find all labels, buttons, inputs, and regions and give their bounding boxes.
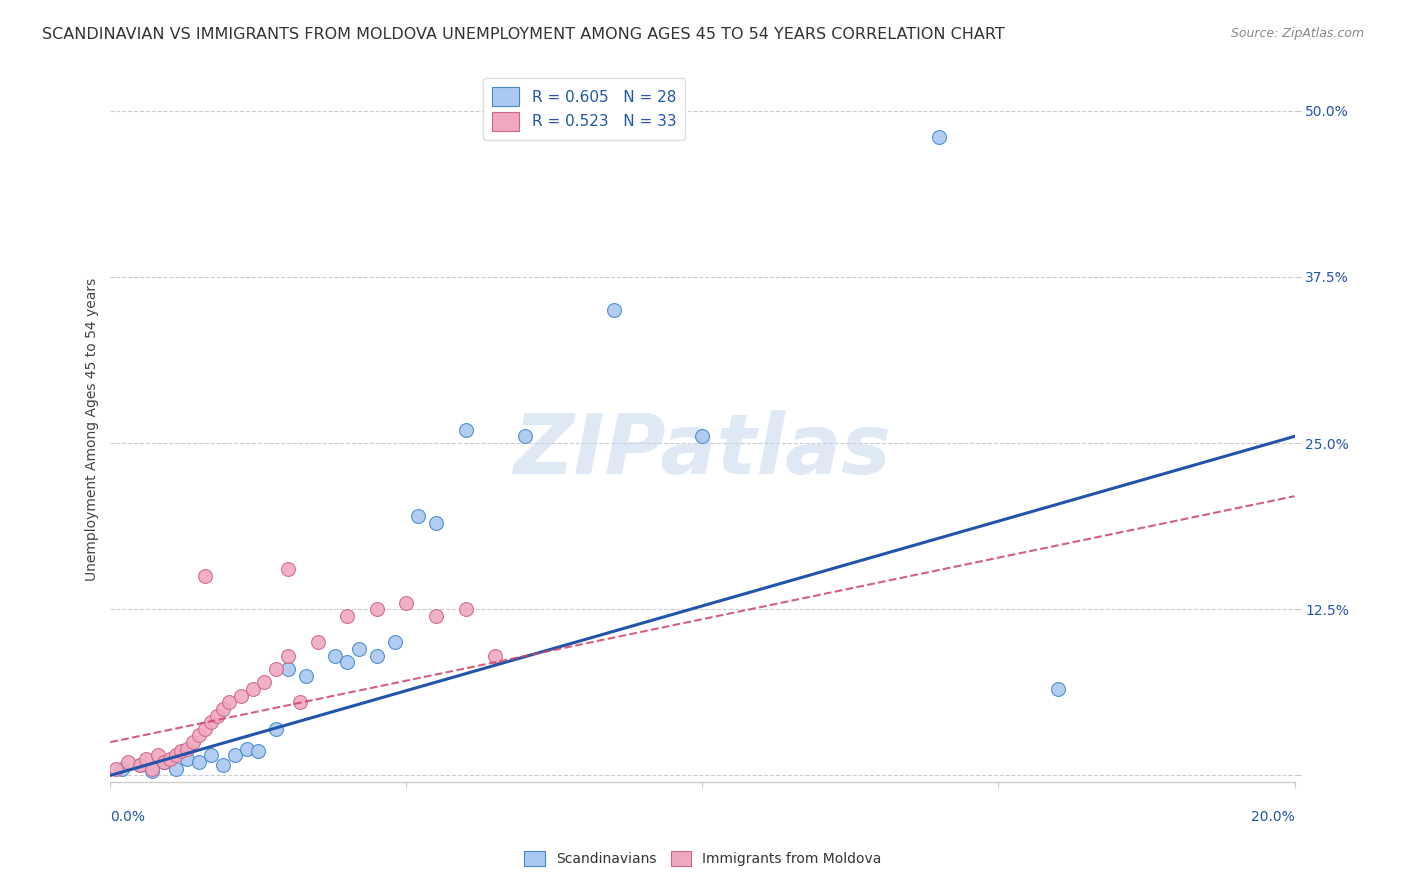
Point [1046,681,1069,696]
Point [200,715,222,730]
Point [347,642,370,657]
Text: 0.0%: 0.0% [111,810,145,824]
Point [188,755,211,769]
Point [205,708,228,723]
Point [602,303,624,318]
Point [247,744,270,758]
Point [484,648,506,663]
Point [176,741,198,756]
Point [294,668,316,682]
Text: ZIPatlas: ZIPatlas [513,410,891,491]
Point [218,695,240,709]
Point [212,757,235,772]
Point [307,635,329,649]
Point [325,648,347,663]
Point [129,757,152,772]
Point [146,748,169,763]
Text: SCANDINAVIAN VS IMMIGRANTS FROM MOLDOVA UNEMPLOYMENT AMONG AGES 45 TO 54 YEARS C: SCANDINAVIAN VS IMMIGRANTS FROM MOLDOVA … [42,27,1005,42]
Point [165,748,187,763]
Point [288,695,311,709]
Point [253,675,276,690]
Point [406,509,429,524]
Point [194,569,217,583]
Point [384,635,406,649]
Point [692,429,714,443]
Point [454,602,477,616]
Point [366,602,388,616]
Text: 20.0%: 20.0% [1251,810,1295,824]
Point [135,752,157,766]
Point [277,562,299,576]
Point [425,608,447,623]
Point [277,648,299,663]
Point [188,729,211,743]
Point [111,762,134,776]
Point [928,130,950,145]
Point [152,755,174,769]
Point [129,757,152,772]
Point [170,744,193,758]
Point [366,648,388,663]
Point [181,735,204,749]
Point [242,681,264,696]
Point [235,741,257,756]
Point [159,752,181,766]
Y-axis label: Unemployment Among Ages 45 to 54 years: Unemployment Among Ages 45 to 54 years [86,278,100,582]
Point [277,662,299,676]
Text: Source: ZipAtlas.com: Source: ZipAtlas.com [1230,27,1364,40]
Point [212,702,235,716]
Point [176,752,198,766]
Point [513,429,536,443]
Point [105,762,128,776]
Point [229,689,252,703]
Point [224,748,246,763]
Point [264,722,287,736]
Point [165,762,187,776]
Point [141,762,163,776]
Point [425,516,447,530]
Point [194,722,217,736]
Point [336,656,359,670]
Point [395,595,418,609]
Legend: Scandinavians, Immigrants from Moldova: Scandinavians, Immigrants from Moldova [519,846,887,871]
Point [200,748,222,763]
Point [264,662,287,676]
Point [117,755,139,769]
Point [336,608,359,623]
Point [152,755,174,769]
Legend: R = 0.605   N = 28, R = 0.523   N = 33: R = 0.605 N = 28, R = 0.523 N = 33 [482,78,685,140]
Point [454,423,477,437]
Point [141,764,163,779]
